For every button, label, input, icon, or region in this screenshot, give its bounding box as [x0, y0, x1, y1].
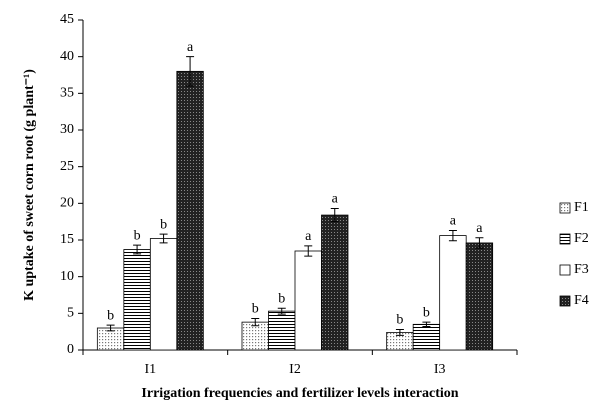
- legend-label: F4: [574, 293, 589, 308]
- y-tick-label: 5: [67, 306, 74, 321]
- y-tick-label: 0: [67, 342, 74, 357]
- y-tick-label: 25: [60, 159, 74, 174]
- error-bar: [186, 56, 195, 87]
- data-label: a: [332, 192, 339, 207]
- y-tick-label: 10: [60, 269, 74, 284]
- y-tick-label: 30: [60, 122, 74, 137]
- legend-swatch: [559, 202, 571, 214]
- bar: [176, 70, 204, 351]
- data-label: b: [107, 308, 114, 323]
- data-label: b: [252, 302, 259, 317]
- legend-label: F3: [574, 262, 589, 277]
- y-axis-label: K uptake of sweet corn root (g plant⁻¹): [22, 69, 37, 301]
- legend-label: F2: [574, 231, 589, 246]
- data-label: b: [160, 217, 167, 232]
- error-bar: [448, 229, 457, 242]
- legend-swatch: [559, 295, 571, 307]
- y-tick-label: 45: [60, 12, 74, 27]
- data-label: b: [396, 313, 403, 328]
- data-label: b: [278, 291, 285, 306]
- x-tick-label: I3: [434, 362, 446, 377]
- data-label: a: [476, 221, 483, 236]
- bar: [465, 242, 494, 351]
- data-label: a: [305, 229, 312, 244]
- error-bar: [133, 244, 142, 255]
- legend-swatch: [559, 264, 571, 276]
- error-bar: [277, 307, 286, 315]
- bar: [321, 214, 349, 351]
- bar: [149, 238, 178, 351]
- y-tick-label: 15: [60, 232, 74, 247]
- bar: [268, 310, 296, 351]
- y-tick-label: 35: [60, 86, 74, 101]
- bar: [412, 323, 441, 351]
- bar: [439, 235, 467, 351]
- x-tick-label: I2: [289, 362, 301, 377]
- error-bar: [395, 328, 404, 336]
- error-bar: [106, 324, 115, 332]
- error-bar: [475, 237, 484, 249]
- data-label: b: [134, 228, 141, 243]
- y-tick-label: 20: [60, 196, 74, 211]
- data-label: a: [187, 40, 194, 55]
- data-label: a: [450, 214, 457, 229]
- legend-swatch: [559, 233, 571, 245]
- bar: [123, 249, 151, 351]
- x-axis-label: Irrigation frequencies and fertilizer le…: [141, 386, 458, 401]
- error-bar: [330, 207, 339, 223]
- bar: [294, 250, 322, 351]
- y-tick-label: 40: [60, 49, 74, 64]
- error-bar: [159, 233, 168, 244]
- bar: [241, 321, 269, 351]
- legend-label: F1: [574, 200, 589, 215]
- error-bar: [422, 321, 431, 328]
- data-label: b: [423, 305, 430, 320]
- x-tick-label: I1: [144, 362, 156, 377]
- error-bar: [251, 317, 260, 327]
- error-bar: [304, 245, 313, 257]
